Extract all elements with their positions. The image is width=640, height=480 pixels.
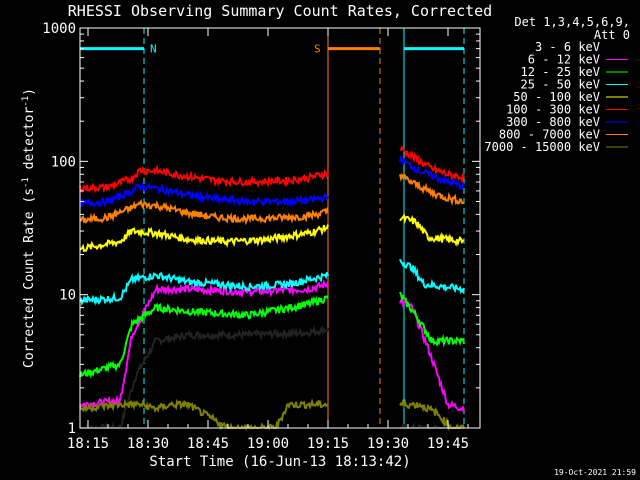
legend-label: 12 - 25 keV xyxy=(521,65,600,79)
series-line xyxy=(79,198,329,226)
flag-label-night: N xyxy=(150,43,157,56)
y-tick-label: 1000 xyxy=(42,21,76,37)
series-line xyxy=(399,212,465,247)
x-tick-label: 18:15 xyxy=(67,436,109,452)
plot-frame xyxy=(79,27,481,429)
series-line xyxy=(79,224,329,253)
series-line xyxy=(79,181,329,208)
series-line xyxy=(399,258,465,295)
y-tick-label: 10 xyxy=(59,288,76,304)
legend-label: 100 - 300 keV xyxy=(506,103,600,117)
x-axis-ticks: 18:15 18:30 18:45 19:00 19:15 19:30 19:45 xyxy=(67,28,469,452)
x-tick-label: 18:30 xyxy=(127,436,169,452)
x-tick-label: 19:00 xyxy=(247,436,289,452)
y-tick-label: 100 xyxy=(51,154,76,170)
y-axis-label: Corrected Count Rate (s-1 detector-1) xyxy=(21,88,37,368)
flag-label-saa: S xyxy=(314,43,321,56)
series-line xyxy=(399,172,465,206)
series-line xyxy=(399,156,465,191)
x-tick-label: 19:15 xyxy=(307,436,349,452)
x-tick-label: 19:45 xyxy=(427,436,469,452)
legend-label: 6 - 12 keV xyxy=(528,53,600,67)
legend-label: 50 - 100 keV xyxy=(513,90,600,104)
series-line xyxy=(79,271,329,307)
x-tick-label: 18:45 xyxy=(187,436,229,452)
y-tick-label: 1 xyxy=(68,421,76,437)
series-group xyxy=(79,145,465,432)
legend-label: 3 - 6 keV xyxy=(535,40,600,54)
legend-label: 300 - 800 keV xyxy=(506,115,600,129)
series-line xyxy=(79,398,329,431)
timestamp: 19-Oct-2021 21:59 xyxy=(554,468,636,477)
series-line xyxy=(79,325,329,431)
x-axis-label: Start Time (16-Jun-13 18:13:42) xyxy=(149,454,410,470)
legend-label: 25 - 50 keV xyxy=(521,78,600,92)
series-line xyxy=(79,295,329,379)
y-axis-ticks: 1 10 100 1000 xyxy=(42,21,480,437)
chart-title: RHESSI Observing Summary Count Rates, Co… xyxy=(68,2,492,20)
legend-title-line1: Det 1,3,4,5,6,9, xyxy=(514,15,630,29)
series-line xyxy=(399,145,465,185)
legend-title-line2: Att 0 xyxy=(594,28,630,42)
x-tick-label: 19:30 xyxy=(367,436,409,452)
legend-label: 800 - 7000 keV xyxy=(499,128,600,142)
series-line xyxy=(79,164,329,194)
series-line xyxy=(399,291,465,348)
legend-label: 7000 - 15000 keV xyxy=(484,140,600,154)
series-line xyxy=(399,299,465,413)
